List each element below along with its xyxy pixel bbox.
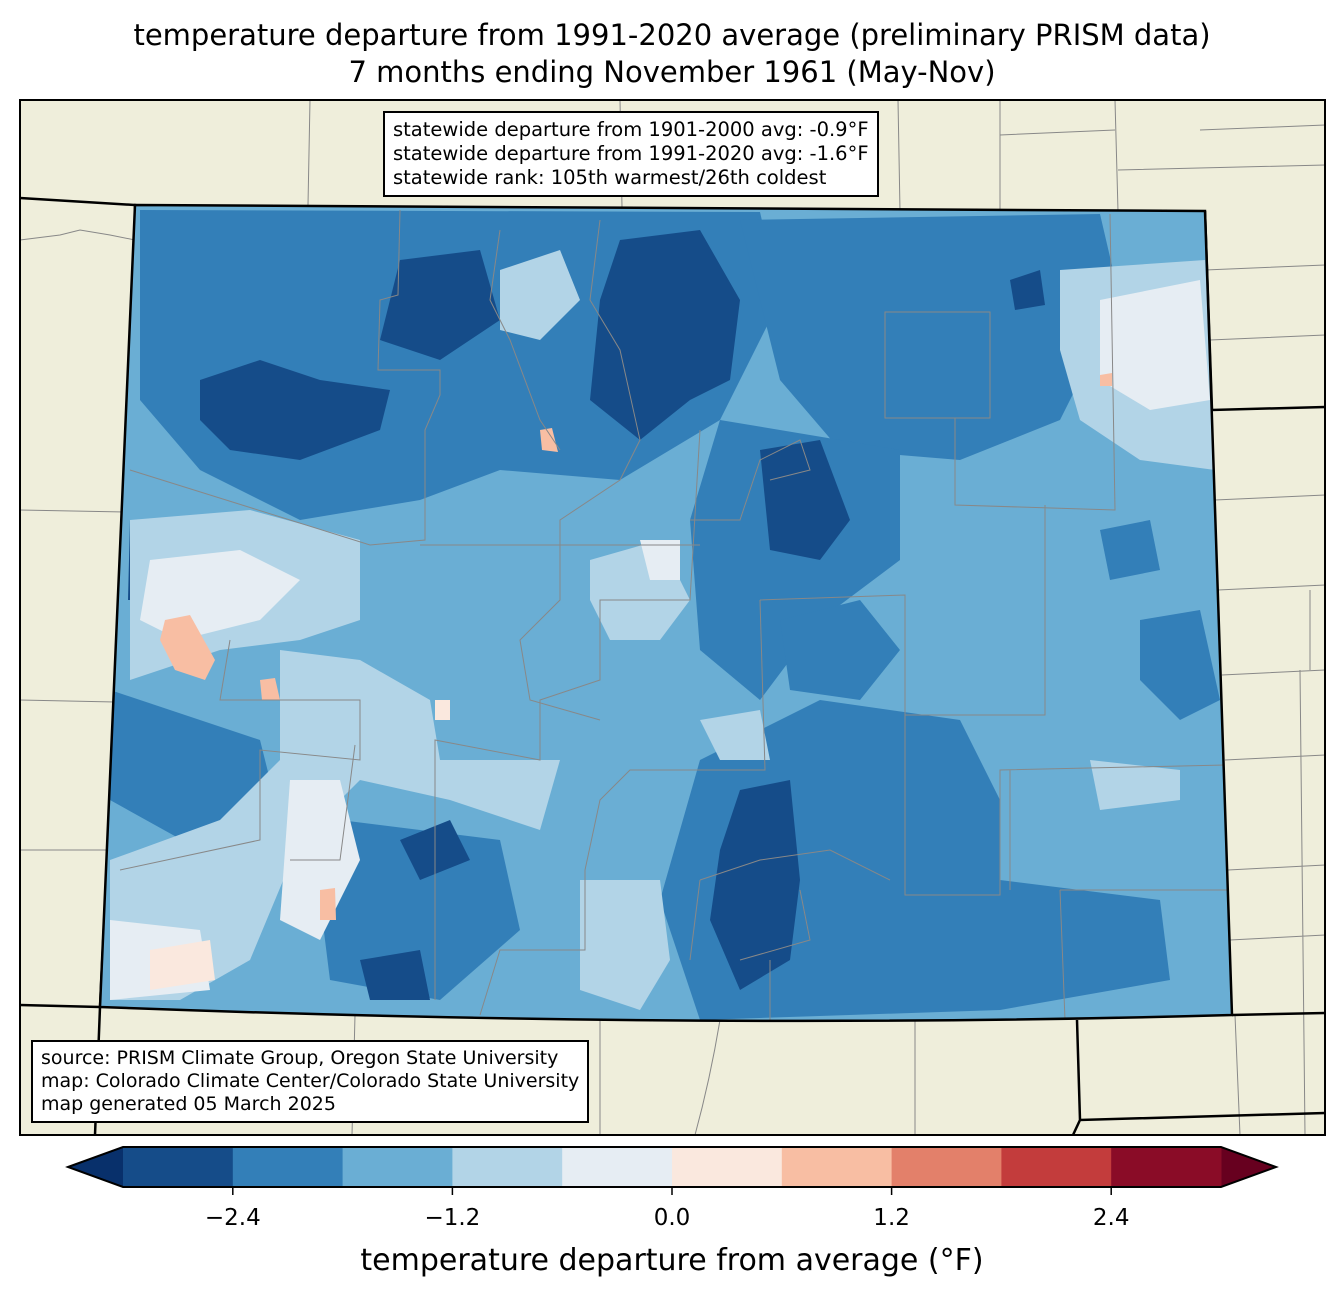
colorbar-segment bbox=[672, 1147, 783, 1187]
field-contour-warm bbox=[160, 373, 1112, 920]
colorbar-tick-label: −1.2 bbox=[424, 1205, 481, 1231]
colorbar-segment bbox=[1001, 1147, 1112, 1187]
colorbar-segment bbox=[891, 1147, 1002, 1187]
colorbar-tick-label: 0.0 bbox=[653, 1205, 691, 1231]
colorbar-segment bbox=[1111, 1147, 1222, 1187]
colorbar-segment bbox=[123, 1147, 234, 1187]
credit-source: source: PRISM Climate Group, Oregon Stat… bbox=[41, 1047, 559, 1069]
colorbar-segment bbox=[781, 1147, 893, 1187]
field-contour-slight-warm bbox=[150, 700, 450, 990]
colorbar-tick-label: 2.4 bbox=[1092, 1205, 1130, 1231]
statewide-stats-box: statewide departure from 1901-2000 avg: … bbox=[383, 111, 879, 197]
map-title: temperature departure from 1991-2020 ave… bbox=[133, 18, 1211, 52]
colorbar-tick-label: −2.4 bbox=[204, 1205, 261, 1231]
county-lines bbox=[119, 209, 1232, 1021]
colorbar-outline bbox=[65, 1146, 1279, 1188]
credit-map: map: Colorado Climate Center/Colorado St… bbox=[41, 1070, 580, 1092]
field-contour-darkest bbox=[128, 230, 1045, 1000]
colorbar-label: temperature departure from average (°F) bbox=[360, 1243, 984, 1278]
colorbar-extend-high bbox=[1221, 1147, 1276, 1187]
colorbar-extend-low bbox=[68, 1147, 123, 1187]
colorbar-segment bbox=[562, 1147, 673, 1187]
map-subtitle: 7 months ending November 1961 (May-Nov) bbox=[348, 55, 996, 89]
colorbar-segment bbox=[452, 1147, 563, 1187]
stats-rank: statewide rank: 105th warmest/26th colde… bbox=[393, 166, 827, 189]
colorbar-segment bbox=[232, 1147, 344, 1187]
colorbar-tick-label: 1.2 bbox=[873, 1205, 910, 1231]
colorbar-segment bbox=[342, 1147, 453, 1187]
colorado-border bbox=[98, 203, 1234, 1023]
credits-box: source: PRISM Climate Group, Oregon Stat… bbox=[31, 1040, 590, 1123]
colorbar bbox=[65, 1146, 1279, 1195]
stats-departure-1901-2000: statewide departure from 1901-2000 avg: … bbox=[393, 118, 869, 141]
map-frame bbox=[19, 99, 1326, 1136]
colorado-temperature-field bbox=[100, 205, 1232, 1021]
credit-generated: map generated 05 March 2025 bbox=[41, 1093, 336, 1115]
stats-departure-1991-2020: statewide departure from 1991-2020 avg: … bbox=[393, 142, 869, 165]
